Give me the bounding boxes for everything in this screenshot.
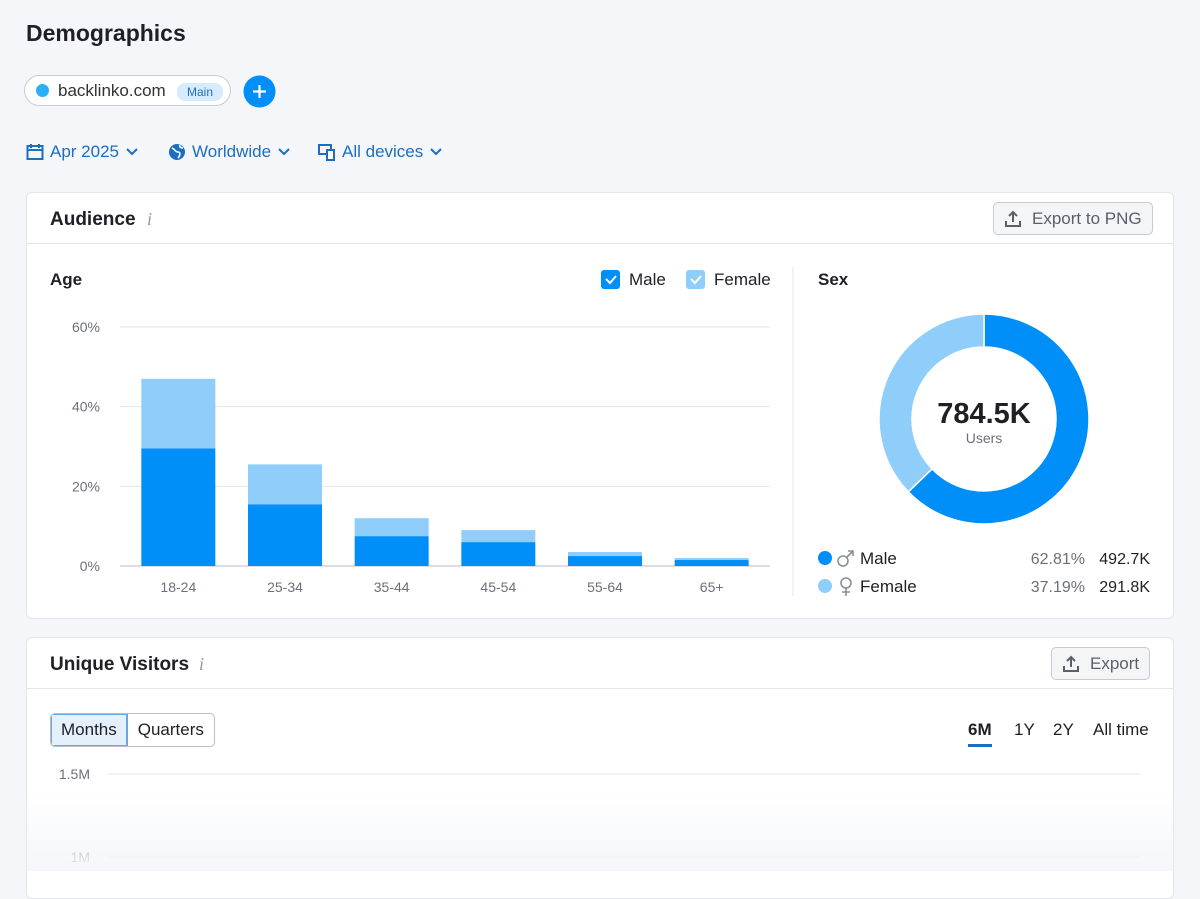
range-tab[interactable]: 2Y — [1053, 720, 1074, 739]
bar-segment — [568, 552, 642, 557]
card-title: Unique Visitors — [50, 654, 190, 675]
bar-segment — [461, 542, 536, 566]
granularity-toggle: Months Quarters — [50, 713, 215, 747]
filter-label: Apr 2025 — [50, 142, 119, 161]
y-tick-label: 20% — [72, 478, 100, 494]
add-button[interactable] — [243, 75, 276, 108]
fade-overlay — [27, 790, 1173, 871]
bar-segment — [141, 378, 216, 449]
total-label: 784.5K — [937, 398, 1031, 430]
domain-chip[interactable]: backlinko.com Main — [24, 75, 231, 106]
x-tick-label: 45-54 — [480, 579, 516, 595]
x-tick-label: 35-44 — [374, 579, 410, 595]
bar-segment — [461, 530, 536, 543]
charts: Age 0% 20% 40% 60% Male Female 18-24 25-34 35-44 4… — [50, 267, 1150, 865]
y-tick-label: 40% — [72, 399, 100, 415]
divider — [27, 688, 1173, 689]
info-icon[interactable]: i — [147, 209, 153, 229]
export-button[interactable]: Export — [1051, 647, 1151, 680]
legend-label: Female — [714, 270, 771, 289]
male-icon — [846, 550, 854, 558]
date-filter[interactable]: Apr 2025 — [26, 142, 139, 162]
toggle-option[interactable]: Months — [51, 714, 128, 746]
domain-dot — [36, 84, 49, 97]
bar-segment — [141, 448, 216, 566]
legend-label: Female — [860, 577, 917, 596]
export-button[interactable]: Export to PNG — [993, 202, 1153, 235]
bar-segment — [248, 464, 322, 505]
legend-check — [605, 275, 617, 285]
filter-label: Worldwide — [192, 142, 272, 161]
legend-label: Male — [629, 270, 666, 289]
x-tick-label: 25-34 — [267, 579, 303, 595]
bar-segment — [248, 504, 322, 566]
page: Demographics backlinko.com Main Apr 2025… — [24, 20, 1174, 899]
button-label: Export to PNG — [1032, 208, 1142, 228]
audience-card: Audience i Export to PNG — [26, 192, 1174, 619]
bar-segment — [568, 556, 642, 566]
female-icon — [842, 588, 850, 596]
donut-slice — [907, 313, 1090, 525]
total-caption: Users — [966, 430, 1003, 446]
y-tick-label: 1.5M — [59, 766, 90, 782]
x-tick-label: 55-64 — [587, 579, 623, 595]
x-tick-label: 18-24 — [160, 579, 196, 595]
count-label: 291.8K — [1099, 579, 1150, 596]
bar-segment — [354, 536, 429, 566]
page-title: Demographics — [26, 20, 186, 46]
range-tab[interactable]: 1Y — [1014, 720, 1035, 739]
domain-name: backlinko.com — [58, 81, 166, 100]
device-filter[interactable]: All devices — [318, 142, 443, 162]
legend-label: Male — [860, 549, 897, 568]
bar-segment — [354, 518, 429, 537]
y-tick-label: 0% — [80, 558, 100, 574]
range-tab[interactable]: All time — [1093, 720, 1149, 739]
donut-slice — [878, 313, 985, 493]
toggle-option[interactable]: Quarters — [137, 720, 204, 739]
female-icon — [840, 577, 852, 589]
share-label: 37.19% — [1031, 579, 1085, 596]
domain-tag: Main — [177, 83, 224, 101]
filter-label: All devices — [342, 142, 424, 161]
legend-checkbox[interactable] — [686, 270, 705, 289]
male-icon — [837, 555, 849, 567]
share-label: 62.81% — [1031, 551, 1085, 568]
count-label: 492.7K — [1099, 551, 1150, 568]
chart-title: Sex — [818, 270, 849, 289]
range-tab[interactable]: 6M — [968, 720, 992, 747]
divider — [27, 243, 1173, 244]
y-tick-label: 60% — [72, 319, 100, 335]
legend-dot — [818, 579, 832, 593]
x-tick-label: 65+ — [700, 579, 724, 595]
chart-title: Age — [50, 270, 82, 289]
region-filter[interactable]: Worldwide — [168, 142, 291, 162]
legend-check — [690, 275, 702, 285]
bar-segment — [674, 560, 749, 566]
info-icon[interactable]: i — [199, 654, 205, 674]
button-label: Export — [1090, 653, 1140, 673]
card-title: Audience — [50, 209, 136, 230]
bar-segment — [674, 558, 749, 561]
legend-dot — [818, 551, 832, 565]
legend-checkbox[interactable] — [601, 270, 620, 289]
